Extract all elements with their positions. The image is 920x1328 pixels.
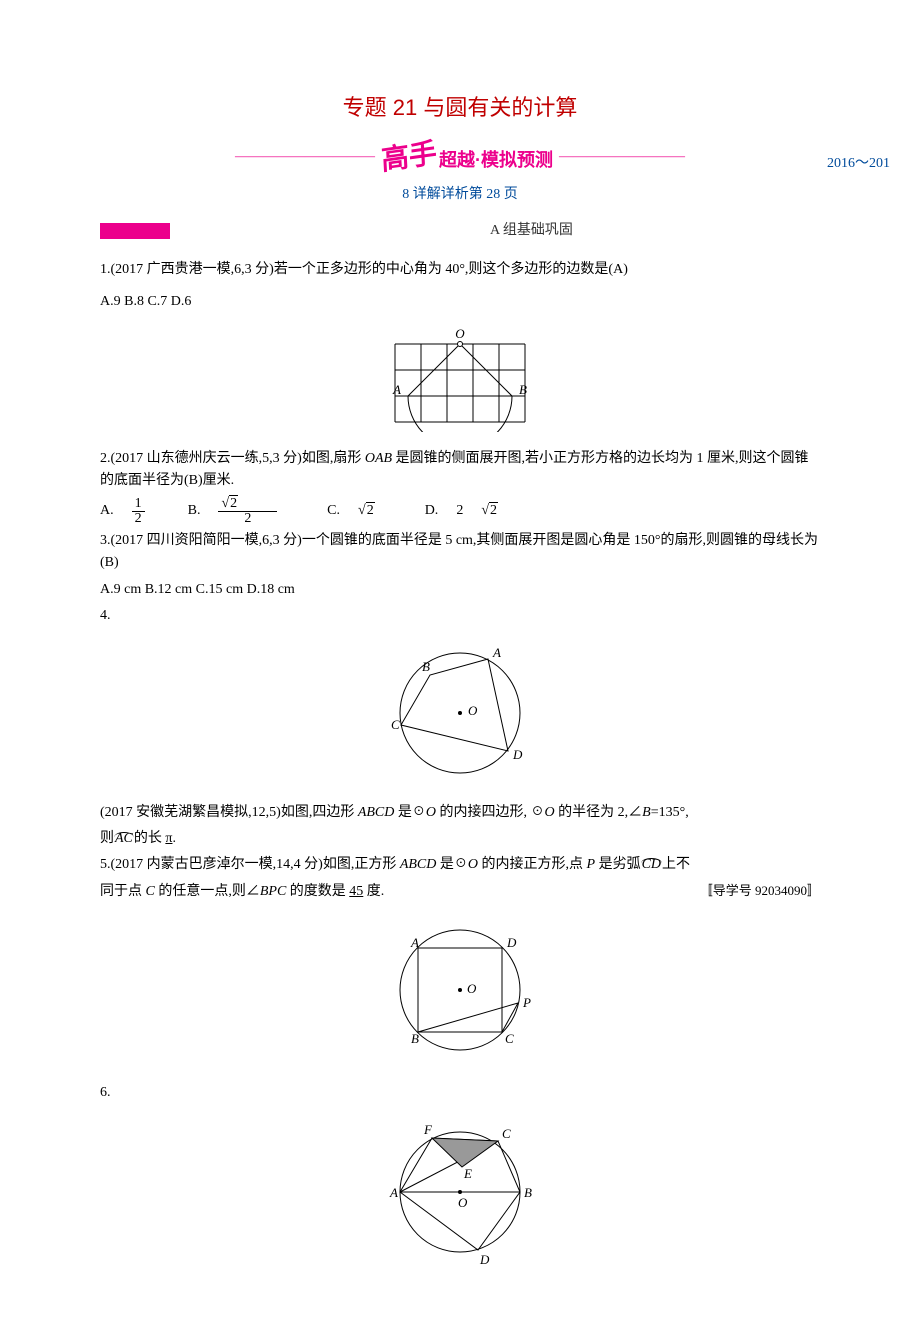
fig1-B: B (519, 382, 527, 397)
banner-mid: 高手超越·模拟预测 (375, 135, 559, 180)
svg-text:C: C (505, 1031, 514, 1046)
svg-text:A: A (492, 645, 501, 660)
q2-stem: 2.(2017 山东德州庆云一练,5,3 分)如图,扇形 OAB 是圆锥的侧面展… (100, 448, 820, 493)
q6-num: 6. (100, 1082, 820, 1104)
banner: —————————— 高手超越·模拟预测 ————————— 2016～201 (100, 135, 820, 180)
group-a-row: A 组基础巩固 (100, 220, 820, 242)
banner-right-dashes: ————————— (559, 146, 685, 168)
pink-block-icon (100, 223, 170, 239)
q5-line2: 同于点 C 的任意一点,则∠BPC 的度数是 45 度. 〚导学号 920340… (100, 881, 820, 903)
q6-figure: A B C D E F O (100, 1112, 820, 1280)
banner-year: 2016～201 (827, 153, 890, 175)
q5-figure: A D B C P O (100, 915, 820, 1073)
banner-calli: 高手 (380, 131, 438, 184)
q5-stem: 5.(2017 内蒙古巴彦淖尔一模,14,4 分)如图,正方形 ABCD 是☉O… (100, 854, 820, 876)
q1-options: A.9 B.8 C.7 D.6 (100, 291, 820, 313)
q5-note: 〚导学号 92034090〛 (700, 881, 820, 902)
q2-options: A.12 B.22 C.2 D.22 (100, 497, 820, 526)
svg-text:E: E (463, 1166, 472, 1181)
q4-figure: A B C D O (100, 635, 820, 793)
svg-text:B: B (524, 1185, 532, 1200)
svg-text:D: D (512, 747, 523, 762)
svg-text:F: F (423, 1122, 433, 1137)
svg-text:A: A (389, 1185, 398, 1200)
svg-text:O: O (468, 703, 478, 718)
q4-stem: (2017 安徽芜湖繁昌模拟,12,5)如图,四边形 ABCD 是☉O 的内接四… (100, 802, 820, 824)
page-title: 专题 21 与圆有关的计算 (100, 90, 820, 125)
q1-stem: 1.(2017 广西贵港一模,6,3 分)若一个正多边形的中心角为 40°,则这… (100, 259, 820, 281)
svg-text:O: O (458, 1195, 468, 1210)
svg-text:C: C (502, 1126, 511, 1141)
q4-num: 4. (100, 605, 820, 627)
svg-text:A: A (410, 935, 419, 950)
svg-text:P: P (522, 995, 531, 1010)
group-a-label: A 组基础巩固 (490, 220, 573, 242)
fig1-A: A (392, 382, 401, 397)
banner-mid-text: 超越·模拟预测 (439, 150, 553, 170)
q3-options: A.9 cm B.12 cm C.15 cm D.18 cm (100, 579, 820, 601)
q3-stem: 3.(2017 四川资阳简阳一模,6,3 分)一个圆锥的底面半径是 5 cm,其… (100, 530, 820, 575)
svg-text:O: O (467, 981, 477, 996)
subline: 8 详解详析第 28 页 (100, 184, 820, 206)
svg-text:B: B (411, 1031, 419, 1046)
svg-text:B: B (422, 659, 430, 674)
svg-text:D: D (506, 935, 517, 950)
banner-left-dashes: —————————— (235, 146, 375, 168)
svg-text:C: C (391, 717, 400, 732)
svg-text:D: D (479, 1252, 490, 1267)
q1-figure: O A B (100, 324, 820, 440)
fig1-O: O (455, 326, 465, 341)
q4-line2: 则AC的长 π. (100, 828, 820, 850)
